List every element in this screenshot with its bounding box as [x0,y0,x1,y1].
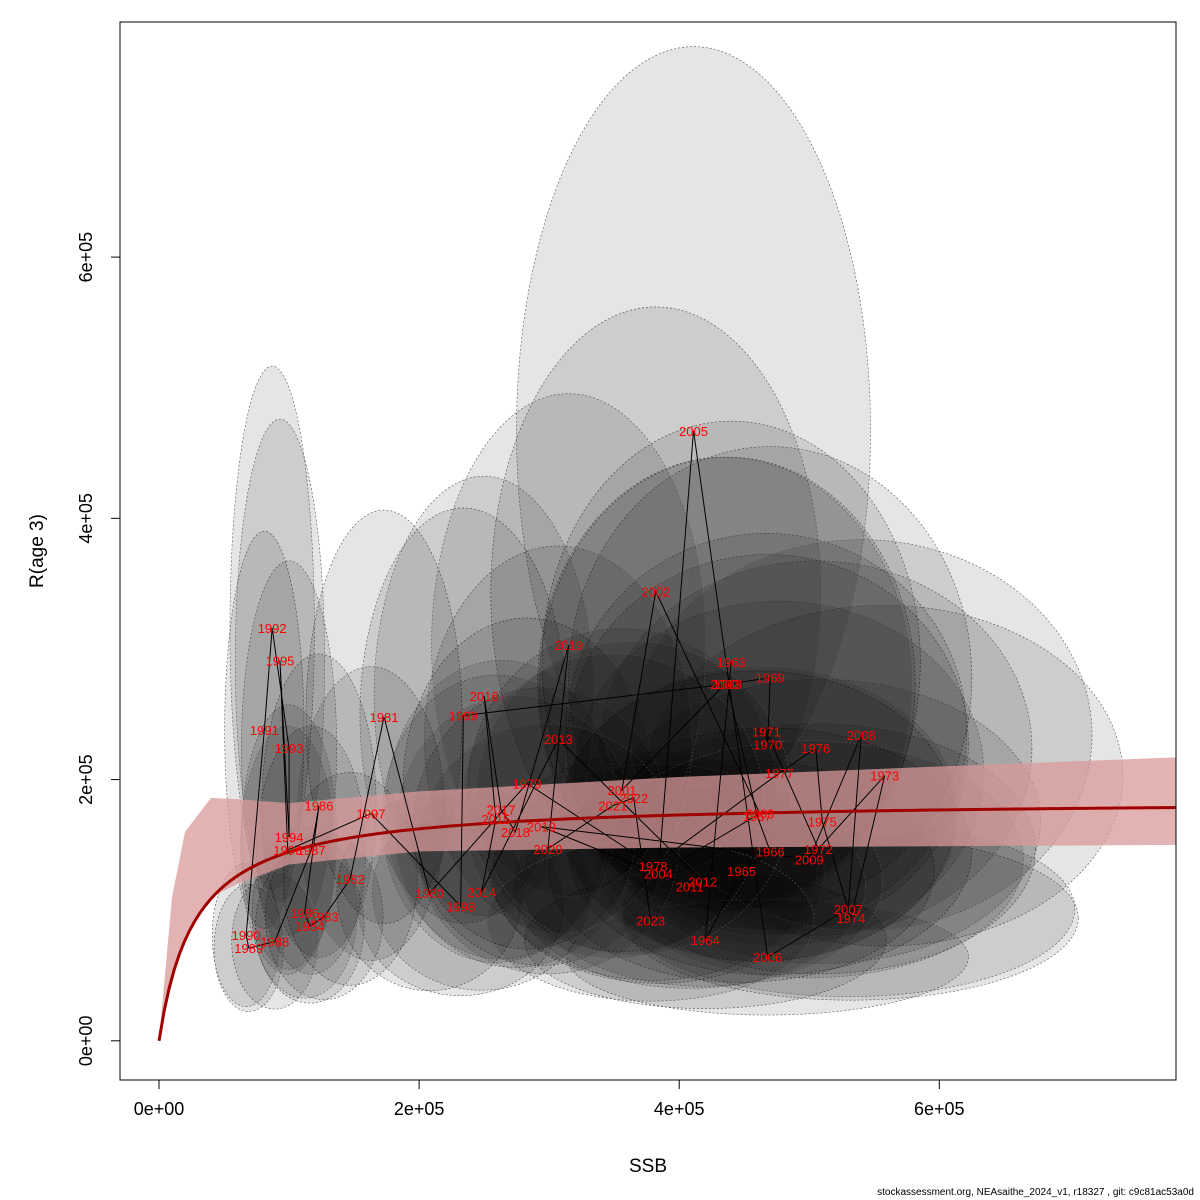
year-label: 2012 [688,874,717,889]
year-label: 2009 [795,852,824,867]
year-label: 2007 [834,902,863,917]
year-label: 2017 [487,803,516,818]
year-label: 1993 [275,741,304,756]
year-label: 1996 [273,843,302,858]
year-label: 2020 [533,842,562,857]
y-axis-title: R(age 3) [27,514,48,588]
year-label: 2022 [619,791,648,806]
year-label: 1966 [756,844,785,859]
year-label: 2016 [470,689,499,704]
y-tick-label: 6e+05 [76,232,96,283]
year-label: 1967 [743,809,772,824]
year-label: 1972 [804,842,833,857]
year-label: 1987 [297,843,326,858]
year-label: 1969 [756,671,785,686]
year-label: 1999 [449,709,478,724]
x-tick-label: 2e+05 [394,1099,445,1119]
year-label: 1991 [250,723,279,738]
year-label: 1995 [265,654,294,669]
year-label: 1983 [310,910,339,925]
year-label: 2008 [847,728,876,743]
year-label: 2004 [644,867,673,882]
year-label: 1980 [415,886,444,901]
y-tick-label: 0e+00 [76,1016,96,1067]
year-label: 2023 [636,914,665,929]
x-axis: 0e+00 2e+05 4e+05 6e+05 [134,1079,965,1119]
year-label: 1981 [370,710,399,725]
year-label: 2014 [467,885,496,900]
year-label: 1963 [717,655,746,670]
year-label: 2001 [608,783,637,798]
year-label: 1977 [765,766,794,781]
year-label: 2002 [641,584,670,599]
year-label: 1988 [260,935,289,950]
y-tick-label: 4e+05 [76,493,96,544]
year-label: 2013 [544,732,573,747]
year-label: 2000 [710,677,739,692]
x-axis-title: SSB [629,1156,667,1177]
year-label: 1970 [753,737,782,752]
year-label: 1982 [336,872,365,887]
y-axis: 0e+00 2e+05 4e+05 6e+05 [76,232,121,1067]
year-label: 2019 [554,638,583,653]
year-label: 1994 [275,830,304,845]
year-label: 2006 [753,950,782,965]
year-label: 1989 [234,941,263,956]
x-tick-label: 6e+05 [914,1099,965,1119]
year-label: 1971 [752,724,781,739]
x-tick-label: 0e+00 [134,1099,185,1119]
year-label: 2005 [679,424,708,439]
year-label: 1986 [305,799,334,814]
x-tick-label: 4e+05 [654,1099,705,1119]
year-label: 1965 [727,864,756,879]
year-label: 1968 [713,677,742,692]
year-path-line [245,430,886,959]
fitted-recruitment-curve [157,806,1176,1042]
year-label: 2021 [598,799,627,814]
year-label: 2003 [745,807,774,822]
year-label: 1992 [258,621,287,636]
year-label: 1984 [295,919,324,934]
year-label: 1979 [513,776,542,791]
year-label: 1974 [836,911,865,926]
footer-credit: stockassessment.org, NEAsaithe_2024_v1, … [877,1187,1194,1198]
year-label: 1985 [290,906,319,921]
year-label: 1964 [691,933,720,948]
year-label: 1973 [870,769,899,784]
year-label: 2015 [481,812,510,827]
year-label: 1976 [801,741,830,756]
year-label: 1978 [639,859,668,874]
year-label: 2011 [676,880,704,895]
year-label: 1998 [446,899,475,914]
year-label: 2010 [527,820,556,835]
year-label: 1990 [232,928,261,943]
year-label: 1975 [808,814,837,829]
y-tick-label: 2e+05 [76,754,96,805]
year-label: 2018 [501,825,530,840]
year-label: 1997 [357,807,386,822]
